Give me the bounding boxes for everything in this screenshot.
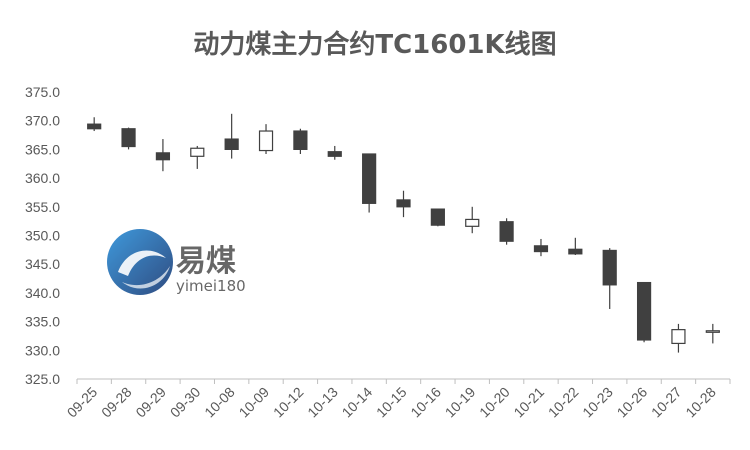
candle-body <box>705 330 720 333</box>
candle-body <box>155 152 171 161</box>
logo-wave-icon <box>122 266 170 289</box>
candle <box>499 218 514 245</box>
y-tick-label: 345.0 <box>25 256 60 272</box>
candle <box>568 237 583 256</box>
candle <box>224 113 239 159</box>
y-tick-label: 330.0 <box>25 342 60 358</box>
candle <box>396 190 411 218</box>
y-tick-label: 325.0 <box>25 371 60 387</box>
candle-body <box>87 123 102 130</box>
x-tick-label: 10-16 <box>407 384 444 421</box>
y-tick-label: 340.0 <box>25 285 60 301</box>
candle-body <box>362 153 377 204</box>
x-tick-label: 10-12 <box>270 384 307 421</box>
y-tick-label: 350.0 <box>25 228 60 244</box>
candle <box>636 281 652 343</box>
logo-wave-icon <box>118 250 166 276</box>
y-tick-label: 365.0 <box>25 141 60 157</box>
x-tick-label: 10-09 <box>236 384 273 421</box>
x-tick-label: 10-27 <box>648 384 685 421</box>
candle-body <box>121 128 136 148</box>
x-tick-label: 09-29 <box>132 384 169 421</box>
logo-globe-icon <box>107 229 173 295</box>
candle-body <box>671 329 686 345</box>
candle-body <box>430 208 445 226</box>
candle-body <box>499 221 514 242</box>
logo-site-text: yimei180 <box>176 277 246 295</box>
candle-body <box>465 218 480 227</box>
candle-body <box>636 281 652 341</box>
yimei-logo-watermark: 易煤 yimei180 <box>107 229 246 295</box>
candle <box>327 145 342 160</box>
x-tick-label: 10-15 <box>373 384 410 421</box>
candle-body <box>190 147 205 157</box>
y-tick-label: 335.0 <box>25 314 60 330</box>
x-tick-label: 09-30 <box>167 384 204 421</box>
candles <box>87 113 720 353</box>
candle <box>121 127 136 150</box>
x-tick-label: 10-08 <box>201 384 238 421</box>
x-tick-label: 10-20 <box>476 384 513 421</box>
y-tick-label: 375.0 <box>25 84 60 100</box>
candle-body <box>327 151 342 157</box>
x-tick-label: 10-28 <box>682 384 719 421</box>
candle <box>705 323 720 344</box>
y-tick-label: 360.0 <box>25 170 60 186</box>
candle <box>155 139 171 172</box>
candle <box>533 238 549 257</box>
candle <box>190 145 205 169</box>
candle <box>671 323 686 353</box>
x-tick-label: 09-28 <box>98 384 135 421</box>
candle <box>602 248 617 309</box>
candle-body <box>568 248 583 255</box>
candle-body <box>533 245 549 253</box>
x-tick-label: 10-21 <box>510 384 547 421</box>
candle-body <box>224 138 239 150</box>
candle-body <box>396 199 411 208</box>
candle-body <box>258 130 274 152</box>
candle <box>293 128 308 154</box>
candle <box>430 208 445 227</box>
x-tick-label: 10-19 <box>442 384 479 421</box>
chart-title: 动力煤主力合约TC1601K线图 <box>193 30 557 60</box>
x-tick-label: 10-14 <box>339 384 376 421</box>
candle <box>258 124 274 154</box>
x-tick-label: 10-23 <box>579 384 616 421</box>
candle-body <box>602 249 617 286</box>
x-tick-label: 10-13 <box>304 384 341 421</box>
candle <box>362 153 377 213</box>
x-tick-label: 10-26 <box>614 384 651 421</box>
x-tick-label: 10-22 <box>545 384 582 421</box>
logo-brand-text: 易煤 <box>176 244 236 279</box>
candle-body <box>293 130 308 150</box>
y-tick-label: 355.0 <box>25 199 60 215</box>
candle <box>465 206 480 234</box>
y-tick-label: 370.0 <box>25 113 60 129</box>
x-tick-label: 09-25 <box>64 384 101 421</box>
candle <box>87 117 102 132</box>
